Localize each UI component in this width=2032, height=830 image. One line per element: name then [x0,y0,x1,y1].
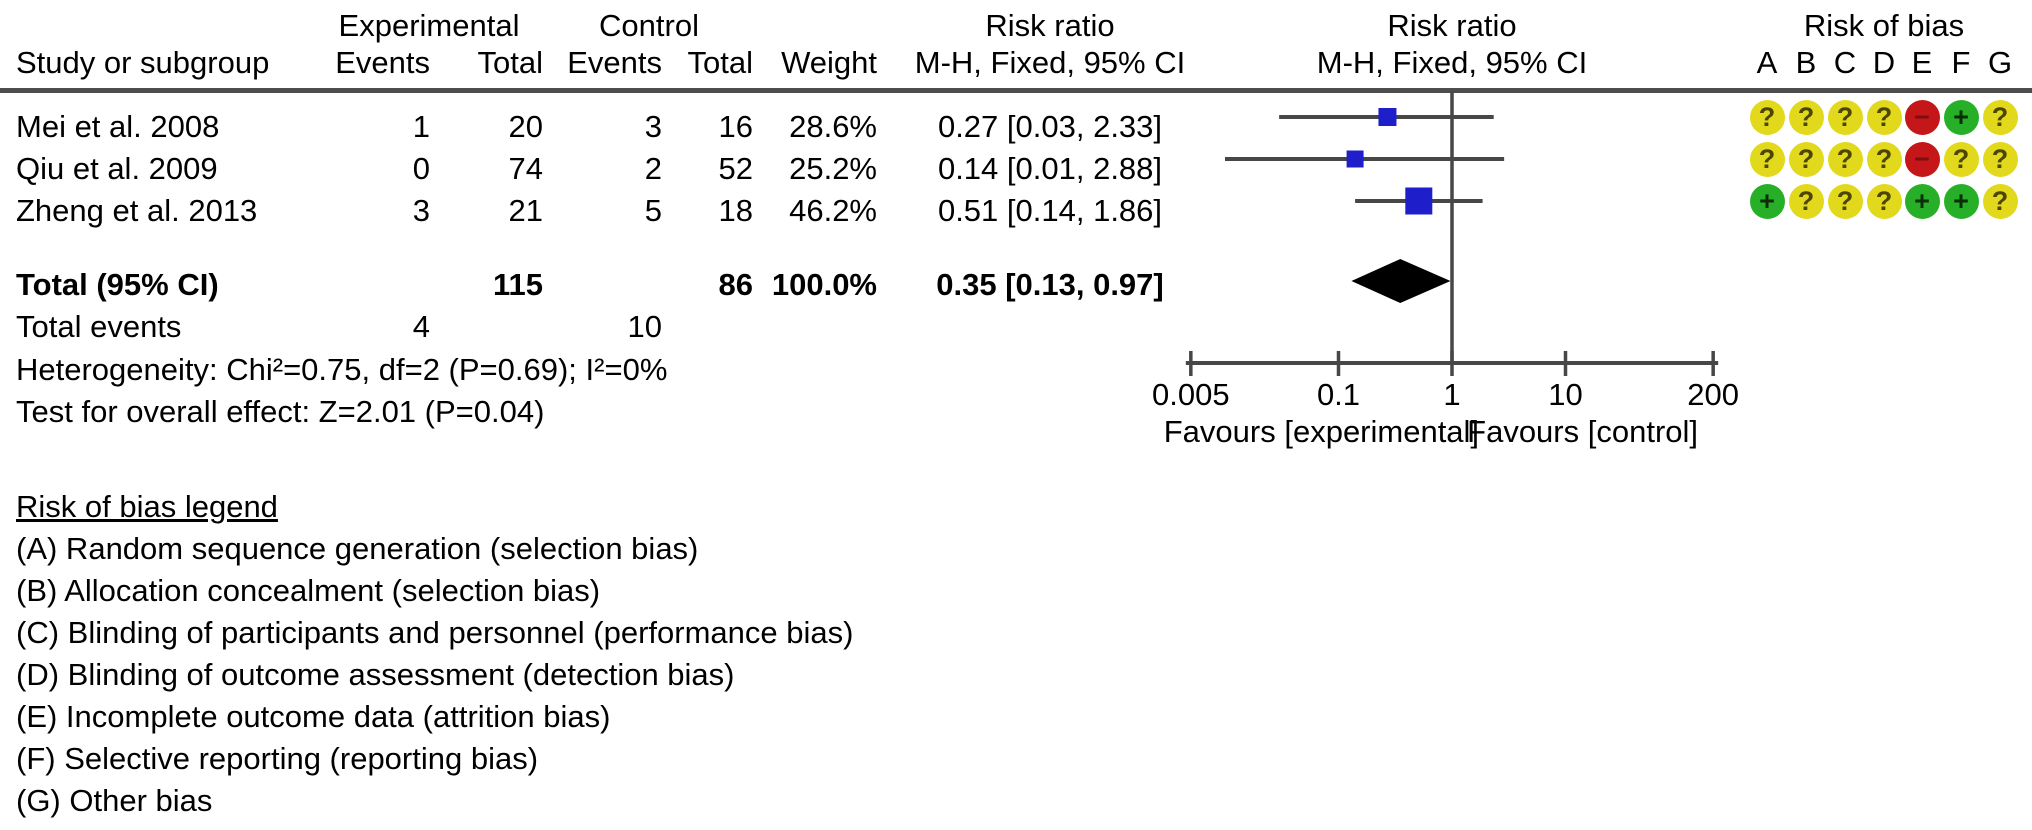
rob-column-letter-F: F [1951,45,1971,80]
rob-circle-low: + [1943,183,1979,219]
rob-circle-unclear: ? [1866,141,1902,177]
rob-legend-item: (F) Selective reporting (reporting bias) [16,741,539,776]
rob-circle-unclear: ? [1827,99,1863,135]
effect-square [1346,150,1364,168]
study-ctrl-total: 18 [718,193,753,228]
header-exp-events: Events [335,45,430,80]
study-name: Mei et al. 2008 [16,109,220,144]
x-axis-tick-label: 0.1 [1317,377,1360,412]
study-ctrl-events: 3 [644,109,662,144]
favours-control-label: Favours [control] [1467,414,1698,449]
rob-legend-item: (B) Allocation concealment (selection bi… [16,573,601,608]
total-rr: 0.35 [0.13, 0.97] [936,267,1164,302]
x-axis-tick-label: 0.005 [1152,377,1230,412]
rob-circle-unclear: ? [1749,141,1785,177]
rob-circle-high: − [1904,141,1940,177]
rob-circle-low: + [1904,183,1940,219]
header-mh-text: M-H, Fixed, 95% CI [914,45,1186,80]
header-mh-plot: M-H, Fixed, 95% CI [1316,45,1588,80]
rob-legend-item: (E) Incomplete outcome data (attrition b… [16,699,611,734]
total-events-ctrl: 10 [627,309,662,344]
rob-column-letter-A: A [1756,45,1778,80]
study-ctrl-total: 16 [718,109,753,144]
total-events-label: Total events [16,309,182,344]
study-rr-text: 0.51 [0.14, 1.86] [937,193,1163,228]
rob-circle-unclear: ? [1866,183,1902,219]
rob-legend-item: (A) Random sequence generation (selectio… [16,531,699,566]
rob-circle-unclear: ? [1982,99,2018,135]
header-divider [0,88,2032,93]
rob-column-letter-E: E [1911,45,1933,80]
header-weight: Weight [781,45,877,80]
rob-circle-unclear: ? [1788,183,1824,219]
study-exp-total: 20 [508,109,543,144]
header-study: Study or subgroup [16,45,270,80]
x-axis-tick-label: 200 [1687,377,1739,412]
rob-circle-unclear: ? [1982,141,2018,177]
rob-circle-unclear: ? [1866,99,1902,135]
rob-circle-unclear: ? [1827,141,1863,177]
header-group-control: Control [599,8,699,43]
study-exp-events: 1 [412,109,430,144]
total-events-exp: 4 [412,309,430,344]
rob-column-letter-G: G [1987,45,2013,80]
rob-circle-unclear: ? [1788,99,1824,135]
study-rr-text: 0.14 [0.01, 2.88] [937,151,1163,186]
header-riskratio-text: Risk ratio [985,8,1115,43]
study-exp-total: 74 [508,151,543,186]
effect-square [1405,187,1433,215]
header-exp-total: Total [477,45,543,80]
rob-circle-unclear: ? [1982,183,2018,219]
rob-legend-item: (C) Blinding of participants and personn… [16,615,854,650]
total-diamond [1351,259,1451,303]
study-name: Qiu et al. 2009 [16,151,218,186]
rob-circle-low: + [1943,99,1979,135]
rob-circle-unclear: ? [1749,99,1785,135]
rob-legend-title: Risk of bias legend [16,489,278,524]
study-weight: 28.6% [789,109,877,144]
rob-circle-low: + [1749,183,1785,219]
study-name: Zheng et al. 2013 [16,193,258,228]
header-ctrl-total: Total [687,45,753,80]
header-ctrl-events: Events [567,45,662,80]
rob-legend-item: (G) Other bias [16,783,213,818]
header-group-experimental: Experimental [338,8,520,43]
rob-column-letter-D: D [1872,45,1896,80]
x-axis-tick-label: 1 [1443,377,1460,412]
rob-circle-high: − [1904,99,1940,135]
rob-legend-item: (D) Blinding of outcome assessment (dete… [16,657,735,692]
study-rr-text: 0.27 [0.03, 2.33] [937,109,1163,144]
rob-circle-unclear: ? [1788,141,1824,177]
study-ctrl-events: 2 [644,151,662,186]
rob-column-letter-C: C [1833,45,1857,80]
x-axis-tick-label: 10 [1548,377,1582,412]
total-exp-total: 115 [492,267,543,302]
study-weight: 46.2% [789,193,877,228]
total-weight: 100.0% [771,267,877,302]
study-exp-events: 0 [412,151,430,186]
heterogeneity-line: Heterogeneity: Chi²=0.75, df=2 (P=0.69);… [16,352,668,387]
study-exp-total: 21 [508,193,543,228]
study-ctrl-events: 5 [644,193,662,228]
rob-circle-unclear: ? [1827,183,1863,219]
total-ctrl-total: 86 [718,267,753,302]
study-ctrl-total: 52 [718,151,753,186]
rob-column-letter-B: B [1795,45,1817,80]
overall-effect-line: Test for overall effect: Z=2.01 (P=0.04) [16,394,545,429]
total-label: Total (95% CI) [16,267,219,302]
effect-square [1378,108,1397,126]
header-riskratio-plot: Risk ratio [1387,8,1517,43]
study-exp-events: 3 [412,193,430,228]
header-risk-of-bias: Risk of bias [1803,8,1965,43]
rob-circle-unclear: ? [1943,141,1979,177]
study-weight: 25.2% [789,151,877,186]
favours-experimental-label: Favours [experimental] [1164,414,1479,449]
